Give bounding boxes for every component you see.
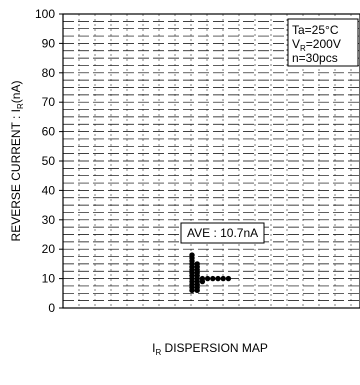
conditions-box: Ta=25°C VR=200V n=30pcs: [287, 18, 359, 67]
plot-frame: [62, 13, 360, 309]
data-point: [194, 287, 200, 294]
y-tick-label: 70: [42, 95, 56, 109]
y-tick-label: 40: [42, 183, 56, 197]
data-point: [215, 275, 221, 282]
y-tick-label: 0: [48, 301, 55, 315]
y-tick-label: 100: [35, 7, 55, 21]
y-tick-label: 50: [42, 154, 56, 168]
average-frame: [180, 222, 265, 244]
conditions-frame: [287, 18, 359, 67]
data-point: [204, 275, 211, 282]
y-tick-label: 60: [42, 125, 56, 139]
y-tick-label: 90: [42, 36, 56, 50]
condition-reverse-voltage: VR=200V: [292, 37, 341, 53]
points-layer: [189, 252, 232, 294]
tick-layer: 0 10 20 30 40 50 60 70 80 90 100: [35, 7, 63, 315]
data-point: [225, 275, 232, 282]
average-label: AVE : 10.7nA: [187, 226, 258, 240]
average-annotation: AVE : 10.7nA: [180, 222, 265, 244]
y-axis-label: REVERSE CURRENT : IR(nA): [9, 81, 25, 242]
x-axis-label: IR DISPERSION MAP: [152, 341, 268, 357]
y-tick-label: 30: [42, 213, 56, 227]
condition-temperature: Ta=25°C: [292, 23, 339, 37]
y-tick-label: 80: [42, 66, 56, 80]
data-point: [210, 275, 216, 282]
data-point: [189, 287, 195, 294]
y-tick-label: 20: [42, 242, 56, 256]
condition-sample-count: n=30pcs: [292, 51, 338, 65]
y-tick-label: 10: [42, 272, 56, 286]
data-point: [199, 278, 206, 285]
data-point: [220, 275, 226, 282]
